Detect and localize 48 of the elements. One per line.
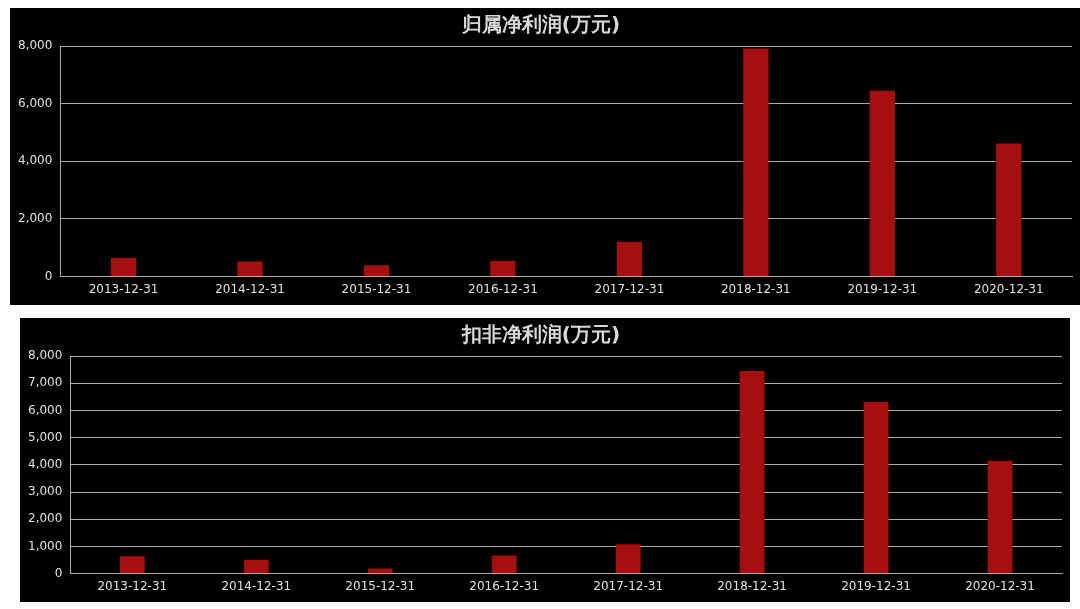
x-tick-label: 2019-12-31 <box>847 281 918 296</box>
y-tick-label: 4,000 <box>27 456 63 471</box>
y-tick-label: 8,000 <box>27 348 63 363</box>
chart-title: 归属净利润(万元) <box>460 12 621 37</box>
y-tick-label: 7,000 <box>27 375 63 390</box>
bar <box>987 460 1013 574</box>
x-tick-label: 2015-12-31 <box>341 281 412 296</box>
x-tick-label: 2018-12-31 <box>720 281 791 296</box>
y-tick-label: 0 <box>54 565 63 580</box>
y-tick-label: 8,000 <box>17 38 53 53</box>
bar <box>996 143 1022 277</box>
y-tick-label: 2,000 <box>17 211 53 226</box>
bar <box>863 401 889 574</box>
x-tick-label: 2017-12-31 <box>593 578 664 593</box>
x-tick-label: 2014-12-31 <box>221 578 292 593</box>
y-tick-label: 1,000 <box>27 538 63 553</box>
y-tick-label: 0 <box>44 268 53 283</box>
x-tick-label: 2016-12-31 <box>469 578 540 593</box>
x-tick-label: 2016-12-31 <box>468 281 538 296</box>
x-tick-label: 2020-12-31 <box>973 281 1044 296</box>
bar <box>110 257 137 277</box>
bar <box>615 544 641 574</box>
bar <box>490 260 516 277</box>
x-tick-label: 2018-12-31 <box>717 578 787 593</box>
bar <box>119 556 145 574</box>
bar <box>491 555 517 574</box>
bar <box>869 90 895 277</box>
y-tick-label: 3,000 <box>27 484 63 499</box>
x-tick-label: 2020-12-31 <box>965 578 1035 593</box>
bar <box>243 559 269 574</box>
bar <box>743 48 769 277</box>
x-tick-label: 2013-12-31 <box>97 578 168 593</box>
y-tick-label: 5,000 <box>27 429 63 444</box>
x-tick-label: 2013-12-31 <box>88 281 159 296</box>
chart-title: 扣非净利润(万元) <box>460 322 621 347</box>
x-tick-label: 2015-12-31 <box>345 578 416 593</box>
bar <box>739 370 765 574</box>
y-tick-label: 4,000 <box>17 153 53 168</box>
x-tick-label: 2017-12-31 <box>594 281 665 296</box>
x-tick-label: 2019-12-31 <box>841 578 911 593</box>
bar <box>367 568 393 574</box>
x-tick-label: 2014-12-31 <box>215 281 285 296</box>
bar <box>363 265 390 277</box>
bar <box>616 241 643 277</box>
y-tick-label: 2,000 <box>27 511 63 526</box>
y-tick-label: 6,000 <box>17 95 53 110</box>
bar <box>237 261 263 277</box>
y-tick-label: 6,000 <box>27 402 63 417</box>
